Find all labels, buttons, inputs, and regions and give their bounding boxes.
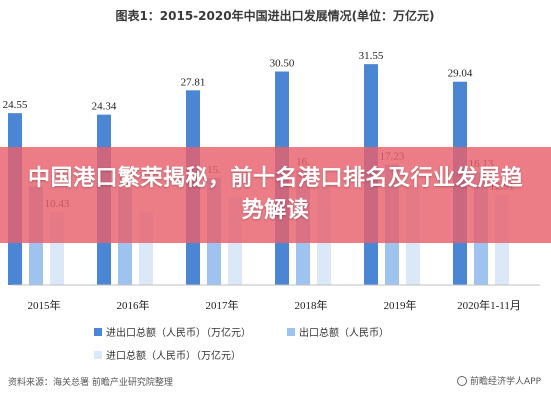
x-tick-label: 2016年 [117,298,150,312]
brand-credit: 前瞻经济学人APP [456,374,541,387]
x-tick-label: 2020年1-11月 [457,298,521,312]
x-tick-label: 2015年 [28,298,61,312]
legend-swatch-2 [94,351,102,359]
bar-value-label-s0-c2: 27.81 [181,76,206,88]
x-tick-label: 2018年 [295,298,328,312]
brand-text: 前瞻经济学人APP [469,377,541,387]
bar-value-label-s0-c0: 24.55 [3,99,28,111]
legend: 进出口总额（人民币）（万亿元） 出口总额（人民币） 进口总额（人民币）（万亿元） [94,326,389,362]
source-note: 资料来源：海关总署 前瞻产业研究院整理 [8,378,173,388]
bar-value-label-s0-c5: 29.04 [448,68,473,80]
headline-banner: 中国港口繁荣揭秘，前十名港口排名及行业发展趋势解读 [0,147,551,243]
qianzhan-logo-icon [456,375,467,386]
legend-label-2: 进口总额（人民币）（万亿元） [106,349,241,362]
x-tick-label: 2017年 [206,298,239,312]
x-tick-label: 2019年 [384,298,417,312]
chart-title: 图表1：2015-2020年中国进出口发展情况(单位：万亿元) [115,8,434,23]
legend-swatch-1 [287,328,295,336]
headline-text: 中国港口繁荣揭秘，前十名港口排名及行业发展趋势解读 [27,166,523,223]
legend-label-0: 进出口总额（人民币）（万亿元） [106,326,251,339]
bar-value-label-s0-c1: 24.34 [92,101,117,113]
legend-label-1: 出口总额（人民币） [299,326,389,339]
legend-swatch-0 [94,328,102,336]
bar-value-label-s0-c3: 30.50 [270,58,295,70]
bar-value-label-s0-c4: 31.55 [359,50,384,62]
x-tick-layer: 2015年 2016年 2017年 2018年 2019年 2020年1-11月 [28,298,521,312]
